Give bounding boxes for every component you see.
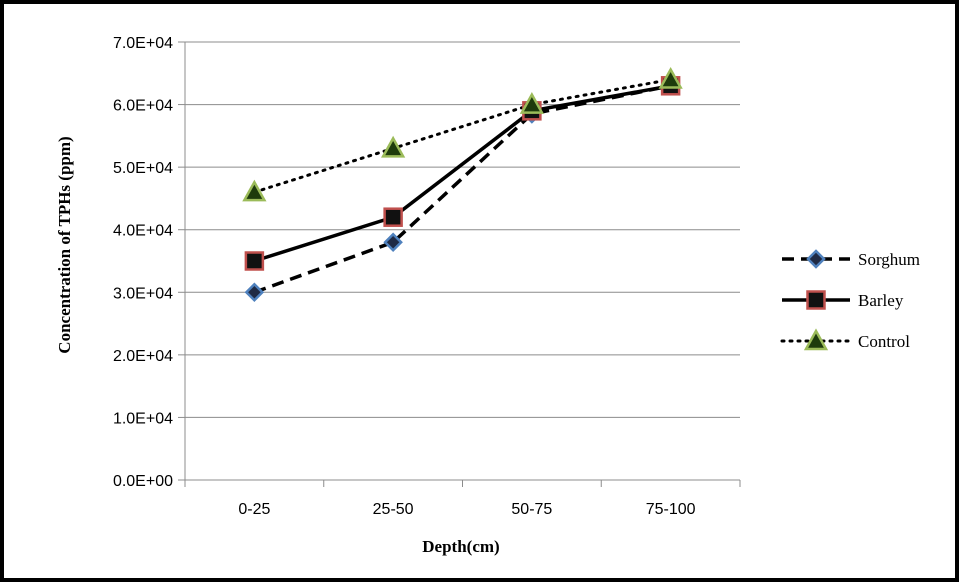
data-point-control xyxy=(519,91,544,114)
x-tick-label: 50-75 xyxy=(511,501,552,518)
series-line-sorghum xyxy=(253,84,671,294)
data-point-control xyxy=(658,66,683,89)
legend-marker-control xyxy=(803,328,829,351)
y-tick-label: 7.0E+04 xyxy=(113,35,173,52)
y-tick-label: 4.0E+04 xyxy=(113,223,173,240)
x-tick-label: 25-50 xyxy=(373,501,414,518)
x-axis-title: Depth(cm) xyxy=(422,537,499,556)
data-point-control xyxy=(242,179,267,202)
data-point-control xyxy=(381,135,406,158)
x-tick-label: 75-100 xyxy=(646,501,696,518)
y-axis-ticks: 0.0E+00 1.0E+04 2.0E+04 3.0E+04 4.0E+04 5.0E+… xyxy=(113,35,185,490)
y-tick-label: 3.0E+04 xyxy=(113,285,173,302)
series-line-barley xyxy=(253,84,671,263)
y-tick-label: 0.0E+00 xyxy=(113,473,173,490)
x-tick-label: 0-25 xyxy=(238,501,270,518)
y-tick-label: 1.0E+04 xyxy=(113,410,173,427)
gridlines xyxy=(184,41,740,481)
legend-label-control: Control xyxy=(858,332,910,351)
y-tick-label: 5.0E+04 xyxy=(113,160,173,177)
x-axis-ticks: 0-25 25-50 50-75 75-100 xyxy=(184,480,741,518)
legend-label-barley: Barley xyxy=(858,291,904,310)
legend-label-sorghum: Sorghum xyxy=(858,250,920,269)
data-point-barley xyxy=(244,251,265,271)
data-point-sorghum xyxy=(383,232,403,252)
y-tick-label: 6.0E+04 xyxy=(113,98,173,115)
series-group xyxy=(242,66,683,303)
y-tick-label: 2.0E+04 xyxy=(113,348,173,365)
legend: Sorghum Barley Control xyxy=(780,249,920,351)
series-line-control xyxy=(252,78,673,194)
y-axis-title: Concentration of TPHs (ppm) xyxy=(55,136,74,353)
data-point-sorghum xyxy=(244,282,265,303)
legend-marker-sorghum xyxy=(806,249,826,269)
data-point-barley xyxy=(383,207,403,227)
legend-marker-barley xyxy=(806,290,826,310)
